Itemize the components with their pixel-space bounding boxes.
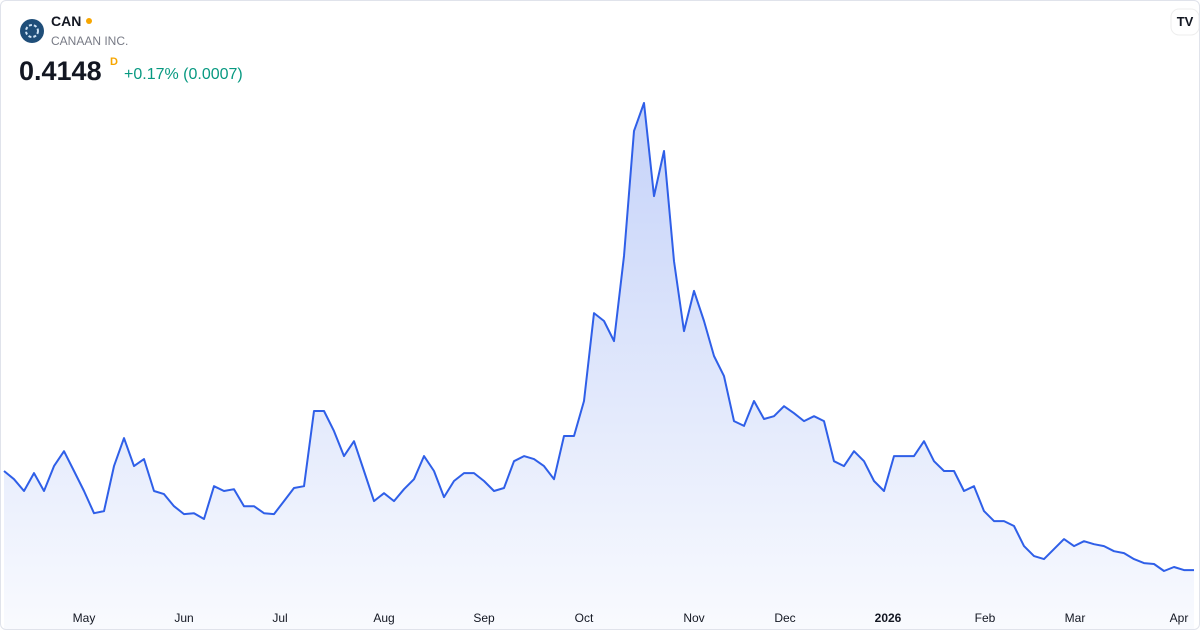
company: CANAAN INC. (51, 34, 129, 48)
symbol: CAN (51, 13, 82, 29)
x-tick-label: May (73, 611, 96, 625)
x-tick-label: 2026 (875, 611, 902, 625)
brand-badge[interactable] (1170, 8, 1199, 36)
price-line (3, 102, 1194, 572)
x-tick-label: Sep (473, 611, 495, 625)
price-flag: D (110, 56, 118, 68)
x-tick-label: Feb (975, 611, 996, 625)
x-tick-label: Jul (272, 611, 287, 625)
brand-logo: TV (1177, 14, 1194, 29)
x-tick-label: Jun (174, 611, 193, 625)
x-tick-label: Dec (774, 611, 795, 625)
x-tick-label: Aug (373, 611, 394, 625)
area-fill (4, 103, 1194, 629)
x-tick-label: Apr (1170, 611, 1189, 625)
x-tick-label: Mar (1065, 611, 1086, 625)
change: +0.17% (0.0007) (124, 66, 243, 83)
price: 0.4148 (19, 56, 102, 86)
logo (20, 19, 44, 43)
logo-mark (25, 24, 39, 38)
status-dot (86, 18, 92, 24)
x-tick-label: Nov (683, 611, 704, 625)
x-tick-label: Oct (575, 611, 594, 625)
